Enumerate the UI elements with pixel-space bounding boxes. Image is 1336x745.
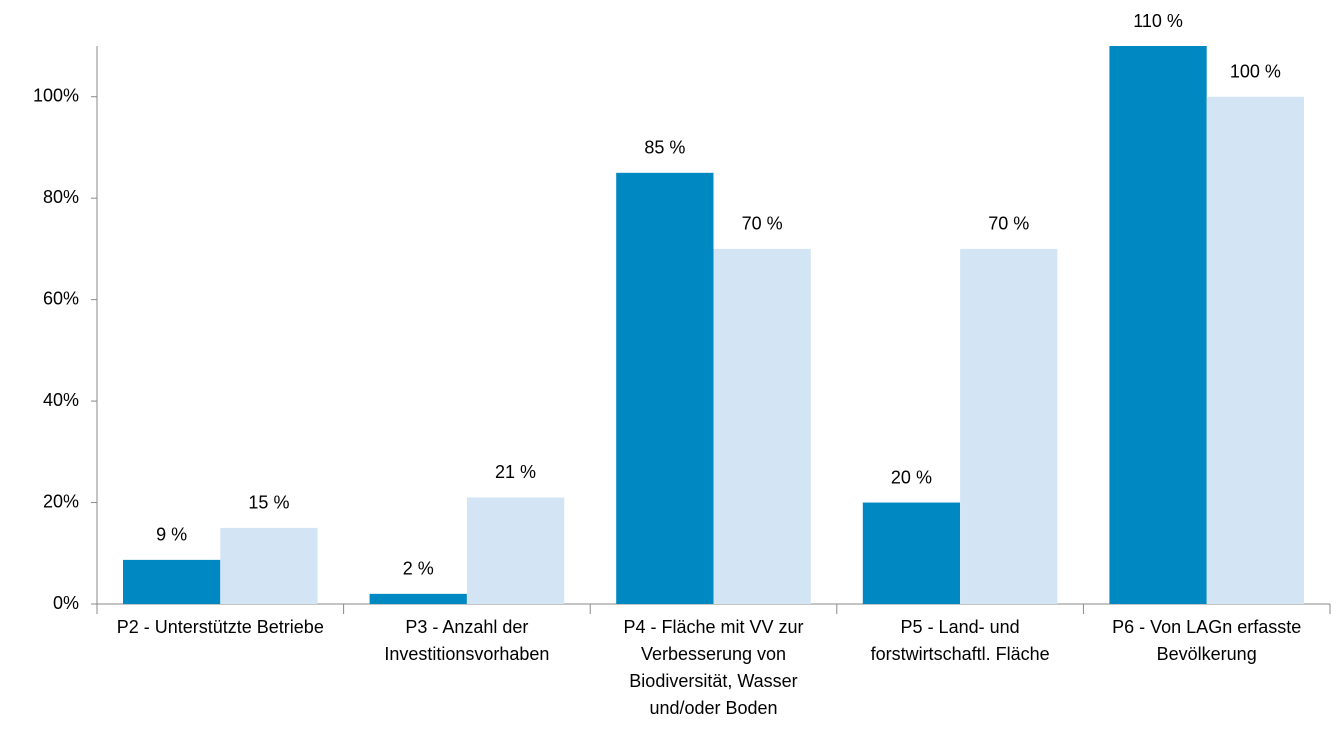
y-tick-label: 60%: [43, 288, 79, 308]
y-tick-label: 40%: [43, 390, 79, 410]
bar: [616, 172, 714, 604]
bar: [1206, 96, 1304, 605]
data-label: 85 %: [644, 138, 685, 158]
x-tick-label: P6 - Von LAGn erfasste Bevölkerung: [1112, 617, 1302, 664]
y-tick-label: 100%: [33, 85, 79, 105]
bar: [466, 497, 565, 604]
x-tick-label: P4 - Fläche mit VV zur Verbesserung von …: [623, 617, 804, 718]
x-tick-label: P2 - Unterstützte Betriebe: [116, 617, 324, 637]
data-label: 110 %: [1133, 11, 1183, 31]
data-label: 15 %: [248, 493, 289, 513]
bar: [960, 248, 1058, 604]
data-label: 20 %: [891, 467, 932, 487]
y-tick-label: 20%: [43, 491, 79, 511]
y-tick-label: 0%: [53, 593, 79, 613]
bar: [713, 248, 811, 604]
bar: [862, 502, 961, 604]
data-label: 100 %: [1230, 61, 1281, 81]
data-label: 70 %: [742, 214, 783, 234]
y-tick-label: 80%: [43, 187, 79, 207]
x-tick-label: P5 - Land- und forstwirtschaftl. Fläche: [870, 617, 1050, 664]
data-label: 70 %: [988, 214, 1029, 234]
data-label: 9 %: [156, 525, 187, 545]
data-label: 21 %: [495, 462, 536, 482]
bar: [369, 593, 467, 604]
bar: [220, 527, 318, 604]
bar: [123, 559, 221, 604]
bar: [1109, 46, 1207, 604]
x-tick-label: P3 - Anzahl der Investitionsvorhaben: [384, 617, 550, 664]
data-label: 2 %: [403, 559, 434, 579]
